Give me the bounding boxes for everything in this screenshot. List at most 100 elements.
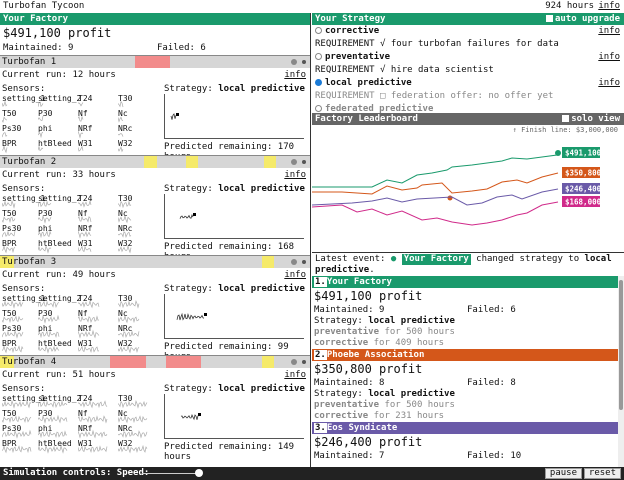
- auto-upgrade-checkbox[interactable]: [545, 15, 553, 22]
- sensor-name: htBleed: [38, 439, 72, 448]
- sensor-sparkline: [38, 116, 44, 122]
- sensor-sparkline: [38, 444, 68, 454]
- factory-title: Your Factory: [0, 13, 310, 25]
- strategy-value: local predictive: [218, 184, 305, 194]
- sensor-name: setting_2: [38, 94, 82, 103]
- rank-number: 3.: [314, 423, 327, 433]
- turbofan-health-bar: Turbofan 1: [0, 56, 310, 68]
- turbofan-strategy: Strategy: local predictive: [164, 184, 305, 194]
- strategy-info-link[interactable]: info: [598, 52, 620, 62]
- speed-slider[interactable]: [142, 473, 200, 474]
- ranking-factory-name: Eos Syndicate: [326, 423, 398, 433]
- series-line-your-factory: [312, 152, 559, 188]
- sensor-name: T30: [118, 394, 133, 403]
- sensor-nrf: NRf: [78, 224, 92, 239]
- sensor-sparkline: [38, 101, 44, 108]
- app-info-link[interactable]: info: [598, 1, 620, 11]
- sensor-nf: Nf: [78, 209, 92, 223]
- sensor-sparkline: [2, 230, 16, 238]
- auto-upgrade-label: auto upgrade: [554, 14, 620, 24]
- strategy-option-preventative[interactable]: preventative info: [312, 51, 624, 63]
- turbofan-health-bar: Turbofan 2: [0, 156, 310, 168]
- solo-view-checkbox[interactable]: [562, 115, 570, 122]
- leaderboard-value-badge: [562, 167, 600, 178]
- sensor-sparkline: [2, 415, 32, 424]
- sensor-name: Nf: [78, 309, 88, 318]
- sensor-sparkline: [78, 230, 92, 239]
- auto-upgrade-toggle[interactable]: auto upgrade: [545, 13, 620, 25]
- ranking-entry: 2.Phoebe Association $350,800 profit Mai…: [312, 349, 618, 422]
- reset-button[interactable]: reset: [583, 468, 621, 479]
- ranking-header: 2.Phoebe Association: [312, 349, 618, 361]
- strategy-radio[interactable]: [315, 79, 322, 86]
- sensor-htbleed: htBleed: [38, 239, 72, 254]
- history-duration: for 409 hours: [373, 338, 445, 348]
- status-dot-small-icon: [302, 360, 306, 364]
- strategy-option-name: federated predictive: [325, 104, 434, 114]
- ranking-scroll-thumb[interactable]: [619, 280, 623, 410]
- sensor-sparkline: [38, 245, 52, 254]
- leaderboard-title-text: Factory Leaderboard: [315, 114, 418, 124]
- solo-view-toggle[interactable]: solo view: [562, 113, 620, 125]
- sensors-label: Sensors:: [2, 84, 46, 94]
- controls-label: Simulation controls: Speed:: [3, 468, 150, 478]
- turbofan-info-link[interactable]: info: [284, 170, 306, 180]
- ranking-factory-name: Your Factory: [326, 277, 392, 287]
- sensor-sparkline: [118, 400, 148, 409]
- sensor-name: P30: [38, 209, 53, 218]
- ranking-profit: $491,100 profit: [314, 289, 423, 303]
- leaderboard-value-label: $491,100: [565, 149, 602, 158]
- sensor-sparkline: [38, 300, 60, 308]
- turbofan-card: Turbofan 4 Current run: 51 hours info Se…: [0, 355, 310, 462]
- sensor-sparkline: [78, 429, 108, 439]
- sensor-setting-2: setting_2: [38, 194, 81, 208]
- sensor-nrc: NRc: [118, 224, 132, 238]
- status-dot-icon: [291, 159, 297, 165]
- strategy-value: local predictive: [218, 384, 305, 394]
- strategy-option-federated-predictive[interactable]: federated predictive: [312, 103, 624, 115]
- strategy-option-name: corrective: [325, 26, 380, 36]
- sensor-sparkline: [2, 132, 8, 138]
- sensor-ps30: Ps30: [2, 324, 24, 339]
- trend-end-marker: [204, 313, 207, 316]
- simulation-controls: Simulation controls: Speed: pause reset: [0, 467, 624, 480]
- sensor-bpr: BPR: [2, 339, 24, 354]
- sensor-sparkline: [2, 444, 32, 454]
- pause-button[interactable]: pause: [544, 468, 582, 479]
- turbofan-info-link[interactable]: info: [284, 70, 306, 80]
- strategy-radio[interactable]: [315, 53, 322, 60]
- turbofan-strategy: Strategy: local predictive: [164, 384, 305, 394]
- ranking-failed: Failed: 6: [467, 305, 516, 315]
- status-dot-small-icon: [302, 160, 306, 164]
- strategy-radio[interactable]: [315, 27, 322, 34]
- sensor-p30: P30: [38, 209, 53, 224]
- status-dot-icon: [291, 359, 297, 365]
- ranking-strategy: Strategy: local predictive: [312, 389, 618, 400]
- sensor-name: T30: [118, 94, 133, 103]
- sensor-name: phi: [38, 424, 53, 433]
- sensor-sparkline: [78, 130, 84, 139]
- series-dot-your-factory: [555, 150, 561, 156]
- strategy-option-local-predictive[interactable]: local predictive info: [312, 77, 624, 89]
- event-prefix: Latest event:: [315, 254, 386, 264]
- trend-end-marker: [176, 113, 179, 116]
- strategy-option-corrective[interactable]: corrective info: [312, 25, 624, 37]
- sensor-name: phi: [38, 224, 53, 233]
- sensor-t30: T30: [118, 94, 133, 108]
- strategy-info-link[interactable]: info: [598, 78, 620, 88]
- strategy-info-link[interactable]: info: [598, 26, 620, 36]
- strategy-radio[interactable]: [315, 105, 322, 112]
- sensor-name: setting_1: [2, 94, 46, 103]
- status-dot-small-icon: [302, 60, 306, 64]
- turbofan-info-link[interactable]: info: [284, 270, 306, 280]
- sensor-grid: setting_1 setting_2 T24 T30 T50 P30 Nf Nc Ps30 ph…: [0, 394, 160, 454]
- sensor-trend-chart: [164, 294, 304, 339]
- sensor-setting-2: setting_2: [38, 394, 81, 408]
- sensor-name: BPR: [2, 439, 17, 448]
- turbofan-name: Turbofan 4: [2, 357, 57, 367]
- turbofan-info-link[interactable]: info: [284, 370, 306, 380]
- solo-view-label: solo view: [571, 114, 620, 124]
- history-strategy: corrective: [314, 338, 369, 348]
- speed-slider-knob[interactable]: [195, 469, 203, 477]
- sensor-ps30: Ps30: [2, 224, 21, 238]
